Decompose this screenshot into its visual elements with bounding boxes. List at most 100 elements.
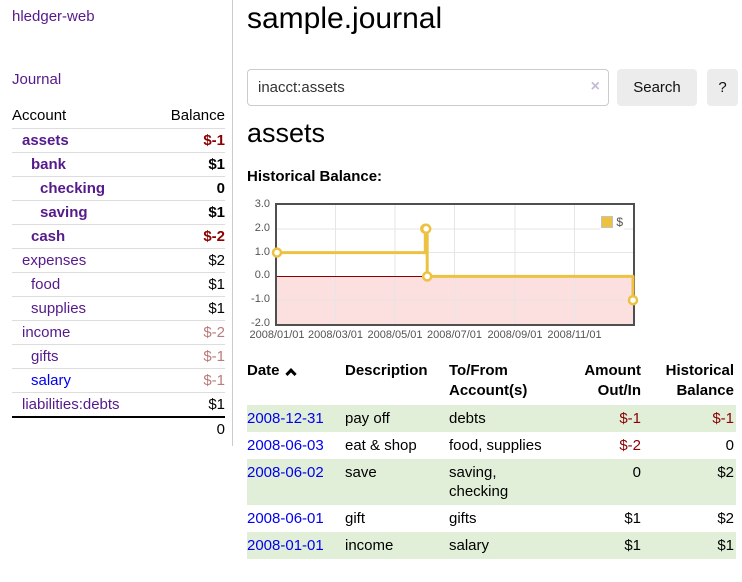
account-balance: $-2 [153, 320, 225, 345]
y-tick-label: 1.0 [254, 245, 270, 258]
chart-plot-area: $ [271, 203, 639, 326]
accounts-total-row: 0 [12, 416, 225, 441]
account-row: expenses $2 [12, 248, 225, 273]
account-row: supplies $1 [12, 296, 225, 321]
transaction-description: pay off [345, 410, 390, 427]
account-balance: $-2 [153, 224, 225, 249]
transaction-balance: $2 [717, 464, 734, 481]
transaction-date-link[interactable]: 2008-06-03 [247, 437, 324, 454]
sort-asc-icon [284, 368, 297, 380]
transaction-date-link[interactable]: 2008-06-01 [247, 510, 324, 527]
account-link-assets[interactable]: assets [22, 132, 69, 149]
transaction-accounts: saving, checking [449, 464, 509, 500]
transaction-accounts: food, supplies [449, 437, 542, 454]
search-input[interactable] [247, 69, 609, 106]
transaction-accounts: salary [449, 537, 490, 554]
accounts-col-balance: Balance [170, 107, 225, 124]
account-row: saving $1 [12, 200, 225, 225]
x-tick-label: 2008/09/01 [487, 329, 543, 341]
transaction-amount: $1 [624, 510, 641, 527]
data-point-marker [271, 247, 283, 258]
x-tick-label: 2008/05/01 [367, 329, 423, 341]
x-tick-label: 2008/01/01 [249, 329, 305, 341]
account-row: cash $-2 [12, 224, 225, 249]
transaction-date-link[interactable]: 2008-12-31 [247, 410, 324, 427]
data-point-marker [420, 223, 432, 235]
transaction-description: eat & shop [345, 437, 417, 454]
data-point-marker [421, 271, 433, 282]
data-point-marker [627, 294, 639, 306]
account-link-cash[interactable]: cash [31, 228, 66, 245]
account-link-checking[interactable]: checking [40, 180, 106, 197]
transaction-accounts: debts [449, 410, 486, 427]
account-balance: 0 [153, 176, 225, 201]
account-row: bank $1 [12, 152, 225, 177]
accounts-table-header: Account Balance [12, 104, 225, 129]
register-col-description: Description [345, 362, 428, 379]
chart-canvas [271, 205, 639, 324]
account-link-gifts[interactable]: gifts [31, 348, 59, 365]
chart-legend: $ [600, 214, 624, 230]
account-row: assets $-1 [12, 128, 225, 153]
accounts-total-value: 0 [153, 416, 225, 441]
register-header-row: Date Description To/From Account(s) Amou… [247, 357, 736, 405]
register-table: Date Description To/From Account(s) Amou… [247, 357, 736, 559]
account-balance: $1 [153, 200, 225, 225]
account-balance: $2 [153, 248, 225, 273]
x-tick-label: 2008/07/01 [426, 329, 483, 341]
search-form: × Search ? [247, 69, 738, 106]
account-link-food[interactable]: food [31, 276, 61, 293]
transaction-description: save [345, 464, 377, 481]
chart-title: Historical Balance: [247, 168, 383, 185]
transaction-description: gift [345, 510, 366, 527]
register-col-date[interactable]: Date [247, 357, 345, 405]
account-row: liabilities:debts $1 [12, 392, 225, 417]
transaction-date-link[interactable]: 2008-06-02 [247, 464, 324, 481]
account-row: income $-2 [12, 320, 225, 345]
transaction-date-link[interactable]: 2008-01-01 [247, 537, 324, 554]
account-balance: $1 [153, 392, 225, 417]
account-row: checking 0 [12, 176, 225, 201]
account-link-salary[interactable]: salary [31, 372, 72, 389]
sidebar-item-journal[interactable]: Journal [12, 71, 62, 88]
account-balance: $1 [153, 152, 225, 177]
sidebar: hledger-web Journal Account Balance asse… [0, 0, 233, 446]
account-row: salary $-1 [12, 368, 225, 393]
account-link-supplies[interactable]: supplies [31, 300, 87, 317]
app-title-link[interactable]: hledger-web [12, 8, 95, 25]
register-row: 2008-06-01 gift gifts $1 $2 [247, 505, 736, 532]
balance-chart: $ 3.0 2.0 1.0 0.0 -1.0 -2.0 2008/01/01 2… [249, 198, 639, 341]
account-link-income[interactable]: income [22, 324, 71, 341]
register-col-balance: Historical Balance [665, 362, 734, 399]
page-title: sample.journal [247, 2, 443, 35]
y-tick-label: 3.0 [254, 198, 270, 210]
account-link-expenses[interactable]: expenses [22, 252, 87, 269]
account-row: gifts $-1 [12, 344, 225, 369]
accounts-col-account: Account [12, 107, 67, 124]
transaction-balance: $-1 [712, 410, 734, 427]
transaction-balance: $2 [717, 510, 734, 527]
main-content: sample.journal × Search ? assets Histori… [247, 0, 739, 559]
search-button[interactable]: Search [617, 69, 697, 106]
transaction-accounts: gifts [449, 510, 477, 527]
x-tick-label: 2008/11/01 [547, 329, 602, 341]
account-link-bank[interactable]: bank [31, 156, 67, 173]
register-row: 2008-12-31 pay off debts $-1 $-1 [247, 405, 736, 432]
legend-label: $ [616, 215, 623, 229]
transaction-balance: 0 [725, 437, 734, 454]
transaction-balance: $1 [717, 537, 734, 554]
help-button[interactable]: ? [707, 69, 738, 106]
y-tick-label: -1.0 [251, 293, 270, 306]
y-tick-label: 2.0 [254, 221, 270, 234]
account-link-saving[interactable]: saving [40, 204, 88, 221]
account-balance: $-1 [153, 344, 225, 369]
account-balance: $-1 [153, 128, 225, 153]
transaction-amount: 0 [632, 464, 641, 481]
account-link-liabilities-debts[interactable]: liabilities:debts [22, 396, 120, 413]
account-balance: $-1 [153, 368, 225, 393]
legend-swatch-icon [601, 216, 614, 228]
account-balance: $1 [153, 272, 225, 297]
account-balance: $1 [153, 296, 225, 321]
register-row: 2008-06-02 save saving, checking 0 $2 [247, 459, 736, 505]
clear-search-icon[interactable]: × [590, 78, 600, 95]
